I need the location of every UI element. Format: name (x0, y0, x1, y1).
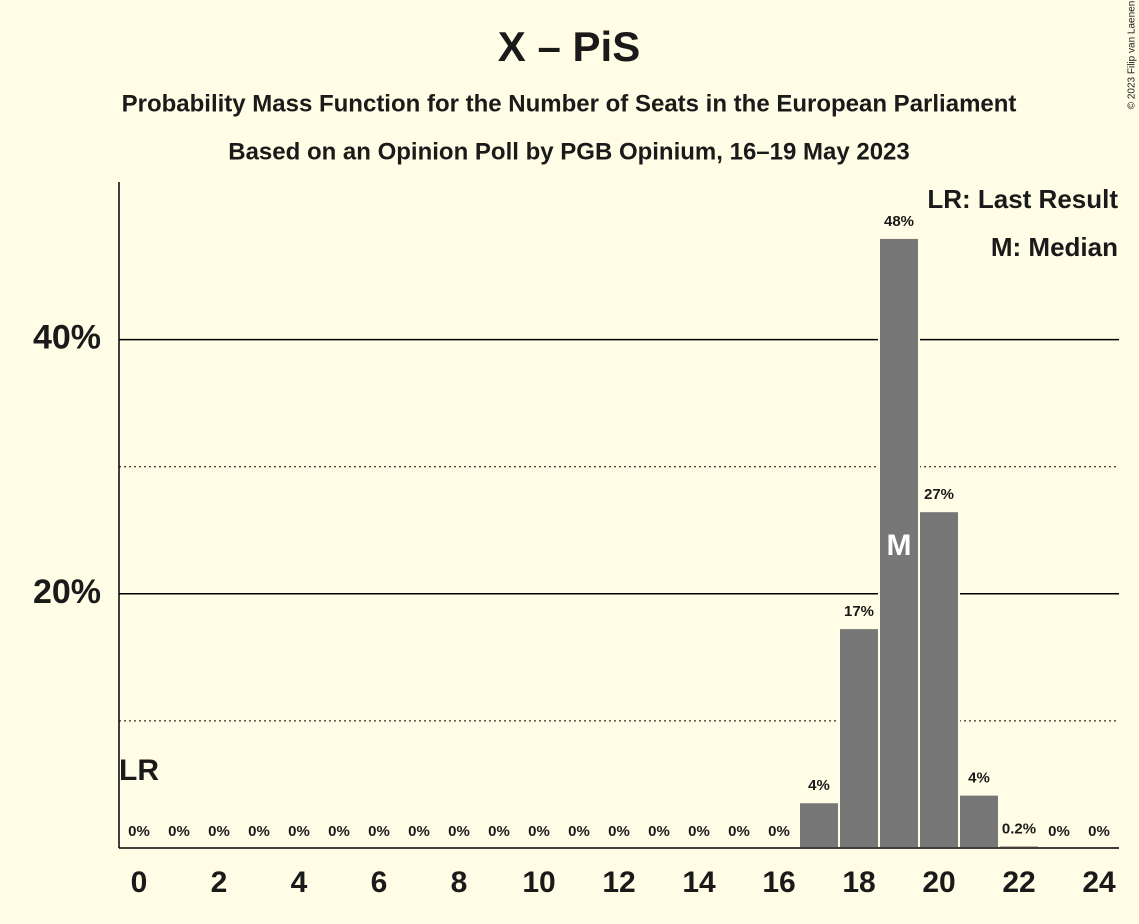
legend-entry: M: Median (991, 232, 1118, 262)
value-label: 0% (288, 823, 310, 840)
x-tick-label: 2 (211, 866, 228, 899)
bar (918, 510, 960, 849)
value-label: 0% (368, 823, 390, 840)
value-label: 0% (328, 823, 350, 840)
value-label: 0% (248, 823, 270, 840)
value-label: 0% (168, 823, 190, 840)
median-marker: M (887, 529, 912, 562)
value-label: 17% (844, 603, 874, 620)
value-label: 0% (1088, 823, 1110, 840)
legend-entry: LR: Last Result (927, 184, 1118, 214)
value-label: 0% (408, 823, 430, 840)
value-label: 0% (648, 823, 670, 840)
copyright: © 2023 Filip van Laenen (1127, 1, 1138, 110)
x-tick-label: 24 (1082, 866, 1116, 899)
y-tick-label: 20% (33, 573, 101, 611)
value-label: 0% (768, 823, 790, 840)
x-tick-label: 0 (131, 866, 148, 899)
x-tick-label: 8 (451, 866, 468, 899)
value-label: 27% (924, 486, 954, 503)
bar (838, 627, 880, 850)
value-label: 0% (128, 823, 150, 840)
value-label: 48% (884, 213, 914, 230)
chart-subtitle: Based on an Opinion Poll by PGB Opinium,… (228, 138, 910, 165)
x-tick-label: 14 (682, 866, 716, 899)
bar (798, 801, 840, 849)
bar (878, 236, 920, 850)
value-label: 0% (608, 823, 630, 840)
value-label: 0% (528, 823, 550, 840)
x-tick-label: 4 (291, 866, 308, 899)
chart-title: X – PiS (498, 23, 640, 70)
value-label: 0% (208, 823, 230, 840)
x-tick-label: 10 (522, 866, 555, 899)
x-tick-label: 12 (602, 866, 635, 899)
x-tick-label: 22 (1002, 866, 1035, 899)
value-label: 0.2% (1002, 820, 1036, 837)
x-tick-label: 20 (922, 866, 955, 899)
last-result-marker: LR (119, 754, 159, 787)
y-tick-label: 40% (33, 319, 101, 357)
x-tick-label: 18 (842, 866, 875, 899)
value-label: 0% (488, 823, 510, 840)
value-label: 0% (728, 823, 750, 840)
value-label: 0% (448, 823, 470, 840)
x-tick-label: 16 (762, 866, 795, 899)
bar (958, 793, 1000, 850)
x-tick-label: 6 (371, 866, 388, 899)
value-label: 4% (808, 777, 830, 794)
value-label: 0% (568, 823, 590, 840)
chart-subtitle: Probability Mass Function for the Number… (122, 90, 1017, 117)
value-label: 0% (688, 823, 710, 840)
value-label: 4% (968, 770, 990, 787)
value-label: 0% (1048, 823, 1070, 840)
